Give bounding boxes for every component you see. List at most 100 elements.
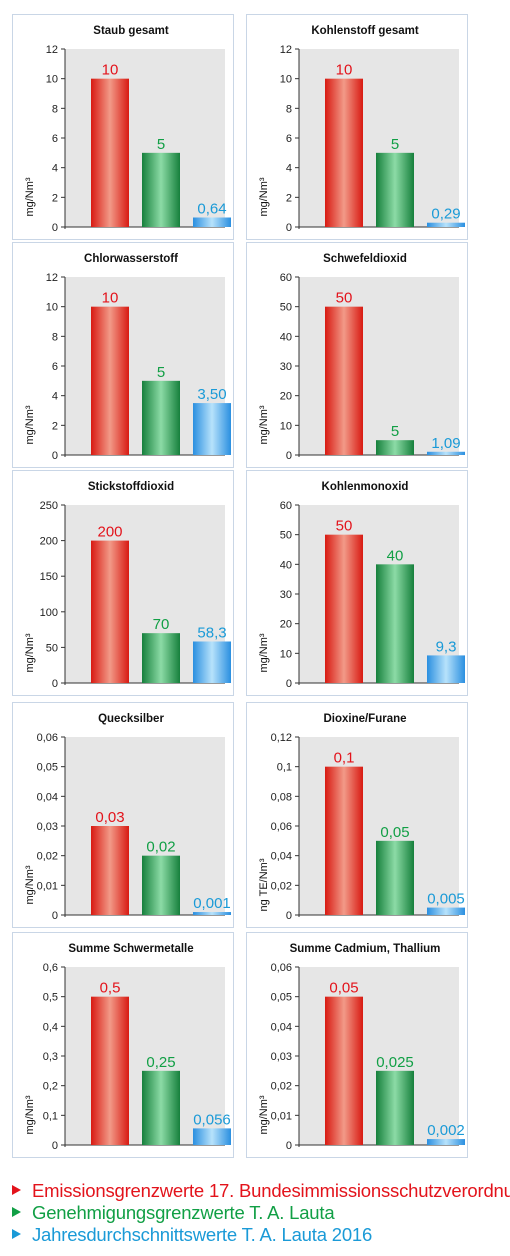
data-label-permit: 5 (391, 423, 399, 440)
y-tick-label: 0,08 (271, 791, 292, 803)
chart-title: Stickstoffdioxid (88, 481, 174, 493)
y-tick-label: 50 (280, 302, 292, 314)
bar-annual (427, 655, 465, 683)
chart-title: Schwefeldioxid (323, 253, 407, 265)
bar-emission (325, 996, 363, 1145)
bar-emission (91, 306, 129, 455)
data-label-annual: 3,50 (197, 386, 226, 403)
bar-permit (142, 380, 180, 455)
y-tick-label: 10 (280, 420, 292, 432)
data-label-emission: 10 (102, 62, 119, 79)
data-label-permit: 70 (153, 616, 170, 633)
chart-panel-chlorwasserstoff: 0 2 4 6 8 10 12 Chlorwasserstoff mg/Nm³ 10 5 3,50 (12, 242, 234, 468)
y-tick-label: 0,05 (37, 762, 58, 774)
bar-annual (193, 641, 231, 683)
chart-panel-kohlenmonoxid: 0 10 20 30 40 50 60 Kohlenmonoxid mg/Nm³ 50 40 9,3 (246, 470, 468, 696)
y-tick-label: 0,4 (43, 1021, 58, 1033)
y-tick-label: 40 (280, 331, 292, 343)
bar-annual (193, 217, 231, 227)
chart-stickstoffdioxid: 0 50 100 150 200 250 Stickstoffdioxid mg/Nm³ 200… (24, 481, 231, 690)
data-label-annual: 1,09 (431, 435, 460, 452)
y-tick-label: 0,04 (271, 1021, 292, 1033)
y-tick-label: 12 (46, 44, 58, 56)
chart-title: Summe Cadmium, Thallium (290, 943, 441, 955)
chart-summe-schwermetalle: 0 0,1 0,2 0,3 0,4 0,5 0,6 Summe Schwermetalle mg… (24, 943, 231, 1152)
data-label-annual: 0,64 (197, 201, 226, 218)
y-tick-label: 6 (286, 133, 292, 145)
chart-panel-schwefeldioxid: 0 10 20 30 40 50 60 Schwefeldioxid mg/Nm³ 50 5 1,09 (246, 242, 468, 468)
data-label-permit: 5 (157, 364, 165, 381)
bar-permit (376, 840, 414, 915)
bar-emission (325, 534, 363, 683)
y-tick-label: 0,04 (37, 791, 58, 803)
bar-annual (193, 912, 231, 915)
y-tick-label: 0,06 (37, 732, 58, 744)
y-tick-label: 150 (40, 571, 58, 583)
y-tick-label: 0 (52, 1140, 58, 1152)
y-axis-label: mg/Nm³ (258, 177, 270, 216)
y-tick-label: 30 (280, 361, 292, 373)
bar-emission (91, 996, 129, 1145)
legend-label-permit-limits: Genehmigungsgrenzwerte T. A. Lauta (32, 1202, 335, 1223)
y-axis-label: mg/Nm³ (258, 633, 270, 672)
chart-summe-cadmium-thallium: 0 0,01 0,02 0,03 0,04 0,05 0,06 Summe Cadmium, … (258, 943, 465, 1152)
legend: Emissionsgrenzwerte 17. Bundesimmissions… (12, 1180, 510, 1246)
y-tick-label: 8 (286, 103, 292, 115)
data-label-permit: 0,02 (146, 839, 175, 856)
y-tick-label: 0,6 (43, 962, 58, 974)
y-tick-label: 2 (286, 192, 292, 204)
data-label-permit: 5 (157, 136, 165, 153)
y-axis-label: mg/Nm³ (258, 405, 270, 444)
chart-title: Quecksilber (98, 713, 164, 725)
chart-panel-summe-cadmium-thallium: 0 0,01 0,02 0,03 0,04 0,05 0,06 Summe Cadmium, … (246, 932, 468, 1158)
bar-permit (142, 152, 180, 227)
y-axis-label: mg/Nm³ (24, 633, 36, 672)
y-tick-label: 12 (280, 44, 292, 56)
data-label-emission: 10 (336, 62, 353, 79)
data-label-annual: 0,001 (193, 895, 231, 912)
y-tick-label: 0,06 (271, 821, 292, 833)
data-label-emission: 50 (336, 290, 353, 307)
y-tick-label: 10 (46, 74, 58, 86)
bar-emission (325, 306, 363, 455)
y-tick-label: 0,03 (37, 821, 58, 833)
legend-marker-green (12, 1207, 21, 1217)
y-axis-label: mg/Nm³ (24, 1095, 36, 1134)
data-label-emission: 50 (336, 518, 353, 535)
y-tick-label: 100 (40, 607, 58, 619)
chart-title: Staub gesamt (93, 25, 169, 37)
y-tick-label: 4 (52, 391, 58, 403)
y-tick-label: 0 (286, 222, 292, 234)
y-tick-label: 50 (46, 642, 58, 654)
y-tick-label: 0,5 (43, 992, 58, 1004)
data-label-annual: 0,29 (431, 206, 460, 223)
bar-permit (142, 633, 180, 683)
legend-label-emission-limits: Emissionsgrenzwerte 17. Bundesimmissions… (32, 1180, 510, 1201)
y-tick-label: 0,02 (271, 880, 292, 892)
bar-emission (325, 766, 363, 915)
data-label-emission: 10 (102, 290, 119, 307)
chart-schwefeldioxid: 0 10 20 30 40 50 60 Schwefeldioxid mg/Nm³ 50 5 1,09 (258, 253, 465, 462)
data-label-emission: 0,05 (329, 980, 358, 997)
data-label-emission: 0,5 (100, 980, 121, 997)
y-axis-label: mg/Nm³ (24, 405, 36, 444)
data-label-emission: 200 (97, 524, 122, 541)
y-tick-label: 20 (280, 391, 292, 403)
data-label-annual: 9,3 (436, 638, 457, 655)
y-tick-label: 0 (286, 1140, 292, 1152)
data-label-annual: 0,005 (427, 891, 465, 908)
chart-panel-stickstoffdioxid: 0 50 100 150 200 250 Stickstoffdioxid mg/Nm³ 200… (12, 470, 234, 696)
y-tick-label: 50 (280, 530, 292, 542)
y-axis-label: ng TE/Nm³ (258, 858, 270, 911)
legend-item-emission-limits: Emissionsgrenzwerte 17. Bundesimmissions… (12, 1180, 510, 1202)
bar-permit (142, 855, 180, 915)
data-label-permit: 40 (387, 547, 404, 564)
y-tick-label: 8 (52, 331, 58, 343)
bar-permit (376, 440, 414, 455)
legend-marker-blue (12, 1229, 21, 1239)
y-tick-label: 0 (52, 450, 58, 462)
y-tick-label: 6 (52, 133, 58, 145)
chart-quecksilber: 0 0,01 0,02 0,03 0,04 0,05 0,06 Quecksilber mg/N… (24, 713, 231, 922)
y-tick-label: 0 (286, 678, 292, 690)
y-tick-label: 0,02 (271, 1081, 292, 1093)
